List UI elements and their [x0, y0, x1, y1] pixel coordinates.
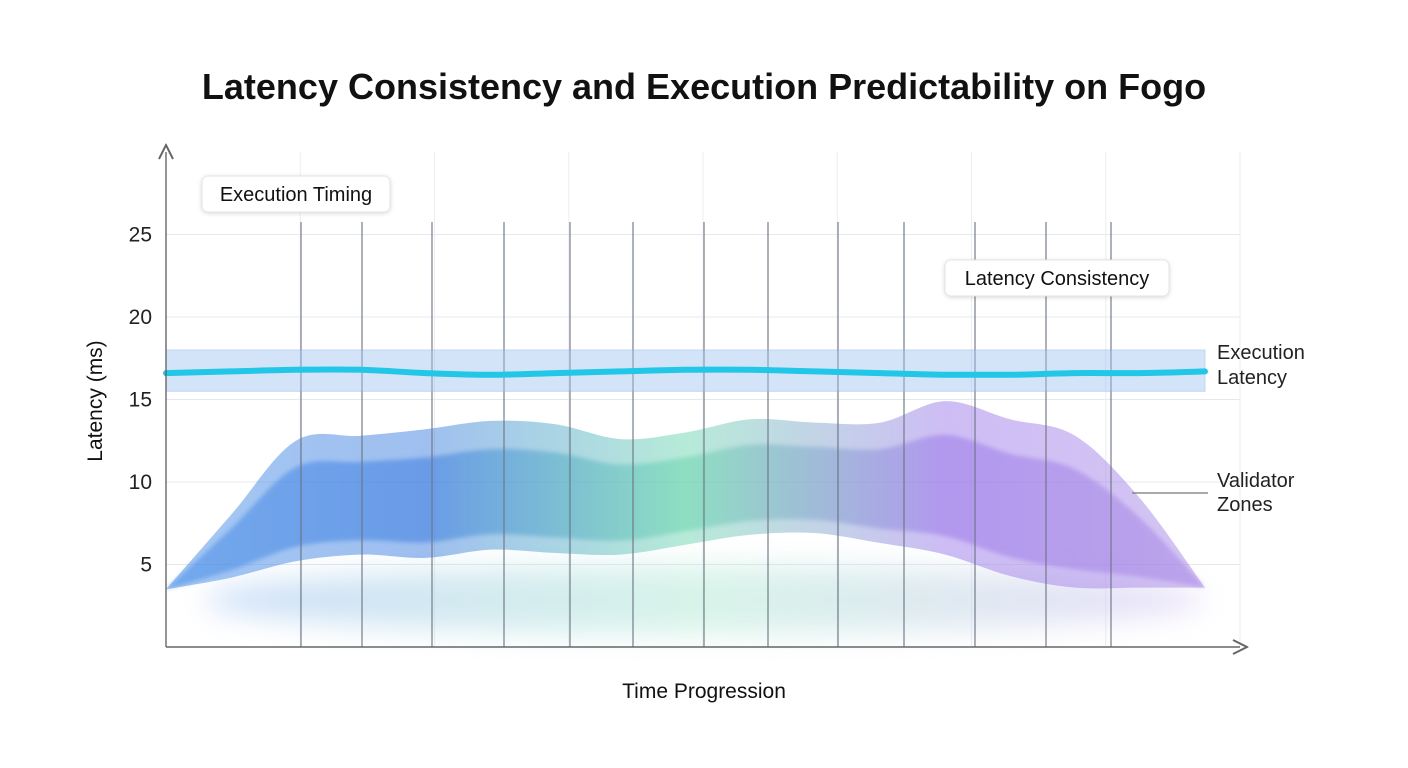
callout-latency-consistency: Latency Consistency — [944, 259, 1170, 297]
callout-execution-timing: Execution Timing — [201, 175, 391, 213]
label-validator-zones-line1: Validator — [1217, 470, 1295, 492]
validator-zones-band-inner — [166, 434, 1205, 590]
label-validator-zones: Validator Zones — [1132, 470, 1295, 516]
validator-zones-area — [166, 401, 1205, 634]
execution-latency-series — [163, 349, 1208, 392]
label-execution-latency-line1: Execution — [1217, 342, 1305, 364]
y-tick-label: 10 — [129, 471, 152, 494]
y-axis-label: Latency (ms) — [84, 340, 107, 461]
x-axis-label: Time Progression — [622, 680, 786, 703]
execution-latency-line — [163, 366, 1208, 378]
y-tick-labels: 5 10 15 20 25 — [129, 224, 152, 577]
y-tick-label: 15 — [129, 389, 152, 412]
label-validator-zones-line2: Zones — [1217, 494, 1273, 516]
label-execution-latency-line2: Latency — [1217, 367, 1287, 389]
axes — [166, 152, 1240, 647]
label-execution-latency: Execution Latency — [1217, 342, 1305, 389]
y-tick-label: 5 — [140, 554, 152, 577]
callout-latency-consistency-text: Latency Consistency — [965, 268, 1150, 290]
y-tick-label: 25 — [129, 224, 152, 247]
y-tick-label: 20 — [129, 306, 152, 329]
chart-title: Latency Consistency and Execution Predic… — [202, 66, 1206, 107]
callout-execution-timing-text: Execution Timing — [220, 184, 372, 206]
